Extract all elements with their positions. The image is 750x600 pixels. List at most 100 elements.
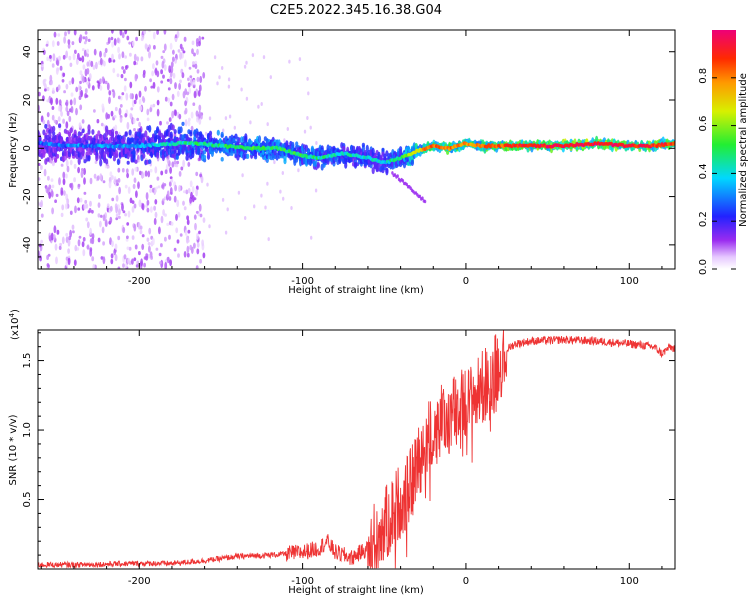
spectrum-noise-cell [168, 181, 172, 187]
spectrum-noise-cell [177, 211, 181, 218]
spectrum-noise-cell [46, 255, 49, 260]
spectrum-noise-cell [196, 69, 200, 74]
spectrum-noise-cell [149, 78, 153, 83]
spectrum-noise-cell [53, 225, 57, 234]
spectrum-noise-cell [68, 80, 72, 86]
spectrum-noise-cell [314, 188, 318, 193]
spectrum-noise-cell [204, 131, 208, 136]
spectrum-noise-cell [57, 116, 61, 122]
spectrum-noise-cell [114, 106, 118, 112]
spectrum-noise-cell [127, 210, 131, 218]
spectrum-noise-cell [186, 219, 190, 226]
spectrum-noise-cell [58, 55, 61, 62]
spectrum-noise-cell [164, 236, 167, 242]
spectrum-noise-cell [168, 196, 172, 201]
spectrum-noise-cell [62, 178, 66, 186]
spectrum-noise-cell [91, 233, 95, 240]
spectrum-noise-cell [106, 203, 110, 209]
spectrum-band-cell [58, 123, 62, 128]
spectrum-noise-cell [166, 78, 170, 82]
spectrum-noise-cell [156, 176, 160, 181]
spectrum-noise-cell [178, 83, 182, 90]
spectrum-noise-cell [90, 60, 94, 68]
spectrum-noise-cell [138, 121, 142, 128]
spectrum-noise-cell [151, 70, 155, 77]
spectrum-band-cell [179, 126, 183, 134]
spectrum-band-cell [246, 153, 250, 159]
spectrum-noise-cell [145, 192, 149, 201]
spectrum-noise-cell [150, 206, 153, 213]
spectrum-noise-cell [113, 38, 117, 46]
spectrum-noise-cell [61, 236, 65, 245]
spectrum-noise-cell [83, 177, 86, 185]
colorbar-tick-label: 0.4 [698, 163, 709, 179]
spectrum-noise-cell [192, 61, 195, 65]
spectrum-noise-cell [141, 173, 145, 178]
snr-panel: -200 -100 0 100 0.5 1.0 1.5 Height of straigh… [8, 309, 676, 596]
spectrum-noise-cell [286, 127, 289, 131]
spectrum-band-cell [67, 131, 71, 137]
spectrum-noise-cell [175, 227, 179, 234]
spectrum-noise-cell [146, 108, 150, 116]
spectrum-band-cell [342, 145, 346, 151]
spectrum-noise-cell [172, 49, 175, 55]
spectrum-noise-cell [290, 206, 293, 210]
spectrum-noise-cell [111, 53, 114, 61]
spectrum-noise-cell [66, 110, 70, 117]
spectrum-noise-cell [164, 96, 168, 102]
spectrum-noise-cell [162, 209, 166, 216]
spectrum-noise-cell [152, 31, 156, 40]
spectrum-noise-cell [44, 88, 47, 92]
spectrum-noise-cell [81, 55, 85, 63]
spectrum-noise-cell [196, 115, 199, 123]
spectrum-noise-cell [161, 184, 164, 189]
spectrum-noise-cell [198, 110, 202, 119]
spectrum-noise-cell [74, 49, 77, 54]
spectrum-noise-cell [149, 107, 153, 113]
spectrum-noise-cell [164, 169, 168, 174]
spectrum-band-cell [181, 121, 185, 126]
spectrum-noise-cell [152, 103, 156, 108]
spectrum-noise-cell [70, 182, 74, 191]
spectrum-noise-cell [95, 61, 98, 70]
spectrum-noise-cell [57, 84, 61, 91]
spectrum-noise-cell [157, 185, 161, 189]
spectrum-noise-cell [183, 36, 187, 42]
spectrum-noise-cell [168, 234, 171, 240]
spectrum-band-cell [87, 124, 91, 132]
spectrum-noise-cell [67, 39, 71, 45]
spectrum-band-cell [308, 157, 312, 166]
spectrum-noise-cell [189, 75, 193, 79]
spectrum-noise-cell [91, 256, 95, 262]
spectrogram-frame [37, 29, 676, 270]
spectrum-noise-cell [77, 52, 80, 60]
spectrum-noise-cell [163, 64, 167, 71]
spectrum-noise-cell [228, 114, 232, 119]
spectrum-noise-cell [153, 45, 156, 50]
spectrum-noise-cell [75, 107, 78, 116]
spectrum-noise-cell [118, 107, 122, 116]
spectrum-noise-cell [123, 85, 127, 92]
spectrum-noise-cell [42, 119, 46, 125]
spectrum-noise-cell [134, 167, 138, 172]
spectrum-band-cell [48, 132, 52, 139]
spectrum-noise-cell [173, 247, 177, 252]
spectrum-noise-cell [68, 115, 72, 123]
spectrum-noise-cell [168, 117, 172, 122]
spectrum-noise-cell [51, 87, 55, 95]
spectrum-band-cell [46, 157, 50, 162]
spectrum-noise-cell [201, 239, 205, 247]
spectrum-noise-cell [193, 214, 197, 220]
spectrum-noise-cell [108, 57, 111, 64]
spectrum-noise-cell [102, 180, 106, 184]
spectrum-band-cell [144, 130, 148, 138]
spectrum-band-cell [316, 163, 320, 169]
spectrum-band-cell [156, 151, 160, 159]
spectrum-noise-cell [147, 242, 151, 246]
spectrum-noise-cell [51, 207, 54, 215]
spectrum-noise-cell [55, 97, 59, 105]
spectrum-noise-cell [136, 56, 140, 62]
spectrum-noise-cell [59, 65, 63, 71]
spectrum-noise-cell [74, 244, 78, 252]
spectrum-noise-cell [192, 63, 196, 68]
